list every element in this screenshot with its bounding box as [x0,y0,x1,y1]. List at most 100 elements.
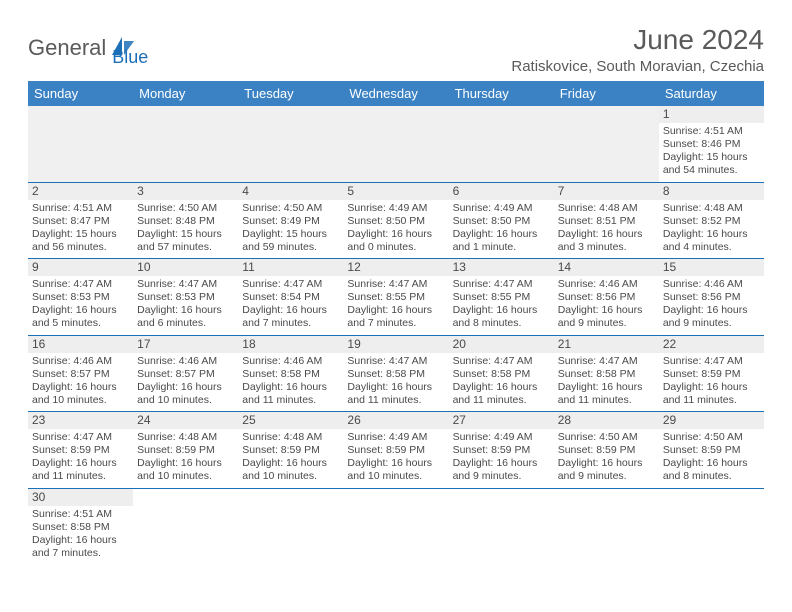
daylight2-text: and 54 minutes. [663,164,760,177]
sunrise-text: Sunrise: 4:50 AM [242,202,339,215]
daylight2-text: and 3 minutes. [558,241,655,254]
calendar-cell [554,106,659,182]
daylight1-text: Daylight: 16 hours [32,304,129,317]
calendar-cell [133,106,238,182]
sunset-text: Sunset: 8:59 PM [242,444,339,457]
calendar-page: General Blue June 2024 Ratiskovice, Sout… [0,0,792,574]
day-number: 26 [343,412,448,429]
calendar-week-row: 2Sunrise: 4:51 AMSunset: 8:47 PMDaylight… [28,182,764,259]
calendar-cell: 3Sunrise: 4:50 AMSunset: 8:48 PMDaylight… [133,182,238,259]
sunrise-text: Sunrise: 4:46 AM [558,278,655,291]
day-number: 23 [28,412,133,429]
sunrise-text: Sunrise: 4:46 AM [242,355,339,368]
calendar-cell: 22Sunrise: 4:47 AMSunset: 8:59 PMDayligh… [659,335,764,412]
sunrise-text: Sunrise: 4:48 AM [242,431,339,444]
daylight1-text: Daylight: 16 hours [347,381,444,394]
daylight1-text: Daylight: 16 hours [347,304,444,317]
day-number: 25 [238,412,343,429]
day-header: Friday [554,81,659,106]
daylight2-text: and 6 minutes. [137,317,234,330]
calendar-cell: 16Sunrise: 4:46 AMSunset: 8:57 PMDayligh… [28,335,133,412]
calendar-cell [28,106,133,182]
day-details: Sunrise: 4:46 AMSunset: 8:58 PMDaylight:… [242,355,339,408]
sunrise-text: Sunrise: 4:47 AM [558,355,655,368]
daylight1-text: Daylight: 15 hours [137,228,234,241]
daylight2-text: and 9 minutes. [663,317,760,330]
sunrise-text: Sunrise: 4:50 AM [558,431,655,444]
day-number: 29 [659,412,764,429]
sunrise-text: Sunrise: 4:48 AM [558,202,655,215]
daylight1-text: Daylight: 16 hours [32,457,129,470]
daylight1-text: Daylight: 16 hours [663,381,760,394]
day-details: Sunrise: 4:46 AMSunset: 8:57 PMDaylight:… [32,355,129,408]
day-details: Sunrise: 4:47 AMSunset: 8:58 PMDaylight:… [347,355,444,408]
sunrise-text: Sunrise: 4:50 AM [137,202,234,215]
daylight1-text: Daylight: 16 hours [558,304,655,317]
daylight2-text: and 57 minutes. [137,241,234,254]
sunset-text: Sunset: 8:59 PM [137,444,234,457]
title-block: June 2024 Ratiskovice, South Moravian, C… [511,24,764,75]
sunrise-text: Sunrise: 4:49 AM [453,431,550,444]
day-details: Sunrise: 4:48 AMSunset: 8:59 PMDaylight:… [242,431,339,484]
calendar-cell [133,488,238,564]
day-number: 18 [238,336,343,353]
daylight1-text: Daylight: 16 hours [558,457,655,470]
day-details: Sunrise: 4:51 AMSunset: 8:47 PMDaylight:… [32,202,129,255]
sunset-text: Sunset: 8:54 PM [242,291,339,304]
daylight2-text: and 7 minutes. [242,317,339,330]
calendar-week-row: 1Sunrise: 4:51 AMSunset: 8:46 PMDaylight… [28,106,764,182]
calendar-header-row: SundayMondayTuesdayWednesdayThursdayFrid… [28,81,764,106]
day-details: Sunrise: 4:50 AMSunset: 8:59 PMDaylight:… [558,431,655,484]
day-number: 30 [28,489,133,506]
day-details: Sunrise: 4:50 AMSunset: 8:59 PMDaylight:… [663,431,760,484]
day-number: 19 [343,336,448,353]
daylight1-text: Daylight: 16 hours [663,304,760,317]
day-number: 14 [554,259,659,276]
calendar-week-row: 9Sunrise: 4:47 AMSunset: 8:53 PMDaylight… [28,259,764,336]
day-number: 15 [659,259,764,276]
day-details: Sunrise: 4:49 AMSunset: 8:59 PMDaylight:… [347,431,444,484]
day-header: Thursday [449,81,554,106]
calendar-cell: 24Sunrise: 4:48 AMSunset: 8:59 PMDayligh… [133,412,238,489]
sunrise-text: Sunrise: 4:49 AM [453,202,550,215]
day-number: 12 [343,259,448,276]
brand-name-1: General [28,37,106,59]
sunrise-text: Sunrise: 4:47 AM [32,431,129,444]
daylight1-text: Daylight: 15 hours [242,228,339,241]
daylight2-text: and 11 minutes. [663,394,760,407]
day-number: 22 [659,336,764,353]
sunset-text: Sunset: 8:53 PM [137,291,234,304]
sunrise-text: Sunrise: 4:47 AM [137,278,234,291]
sunset-text: Sunset: 8:47 PM [32,215,129,228]
sunset-text: Sunset: 8:57 PM [137,368,234,381]
calendar-cell: 23Sunrise: 4:47 AMSunset: 8:59 PMDayligh… [28,412,133,489]
sunrise-text: Sunrise: 4:47 AM [347,355,444,368]
calendar-cell [449,106,554,182]
sunset-text: Sunset: 8:59 PM [347,444,444,457]
daylight2-text: and 10 minutes. [137,470,234,483]
calendar-cell: 1Sunrise: 4:51 AMSunset: 8:46 PMDaylight… [659,106,764,182]
calendar-cell [659,488,764,564]
daylight1-text: Daylight: 16 hours [453,381,550,394]
day-number: 7 [554,183,659,200]
sunset-text: Sunset: 8:57 PM [32,368,129,381]
sunrise-text: Sunrise: 4:47 AM [242,278,339,291]
sunset-text: Sunset: 8:51 PM [558,215,655,228]
daylight1-text: Daylight: 16 hours [453,228,550,241]
daylight1-text: Daylight: 16 hours [137,457,234,470]
brand-logo: General Blue [28,30,148,66]
sunrise-text: Sunrise: 4:47 AM [453,278,550,291]
sunrise-text: Sunrise: 4:51 AM [32,508,129,521]
day-details: Sunrise: 4:47 AMSunset: 8:58 PMDaylight:… [558,355,655,408]
calendar-cell: 4Sunrise: 4:50 AMSunset: 8:49 PMDaylight… [238,182,343,259]
day-number: 20 [449,336,554,353]
day-header: Saturday [659,81,764,106]
day-details: Sunrise: 4:50 AMSunset: 8:49 PMDaylight:… [242,202,339,255]
day-number: 28 [554,412,659,429]
sunrise-text: Sunrise: 4:47 AM [453,355,550,368]
sunset-text: Sunset: 8:49 PM [242,215,339,228]
calendar-cell [343,488,448,564]
day-details: Sunrise: 4:46 AMSunset: 8:56 PMDaylight:… [558,278,655,331]
daylight1-text: Daylight: 16 hours [137,304,234,317]
daylight2-text: and 0 minutes. [347,241,444,254]
